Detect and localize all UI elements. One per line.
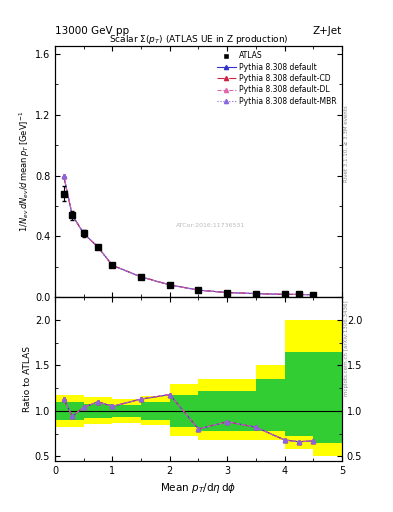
- Y-axis label: $1/N_{ev}\,dN_{ev}/d\,\mathrm{mean}\,p_T\,[\mathrm{GeV}]^{-1}$: $1/N_{ev}\,dN_{ev}/d\,\mathrm{mean}\,p_T…: [18, 111, 32, 232]
- Text: Rivet 3.1.10, ≥ 3.3M events: Rivet 3.1.10, ≥ 3.3M events: [344, 105, 349, 182]
- Text: Z+Jet: Z+Jet: [313, 26, 342, 36]
- Y-axis label: Ratio to ATLAS: Ratio to ATLAS: [23, 346, 32, 412]
- Legend: ATLAS, Pythia 8.308 default, Pythia 8.308 default-CD, Pythia 8.308 default-DL, P: ATLAS, Pythia 8.308 default, Pythia 8.30…: [215, 50, 338, 107]
- X-axis label: Mean $p_T/\mathrm{d}\eta\,\mathrm{d}\phi$: Mean $p_T/\mathrm{d}\eta\,\mathrm{d}\phi…: [160, 481, 237, 495]
- Text: ATCor:2016:11736531: ATCor:2016:11736531: [176, 223, 245, 228]
- Title: Scalar $\Sigma(p_T)$ (ATLAS UE in Z production): Scalar $\Sigma(p_T)$ (ATLAS UE in Z prod…: [109, 33, 288, 46]
- Text: 13000 GeV pp: 13000 GeV pp: [55, 26, 129, 36]
- Text: mcplots.cern.ch [arXiv:1306.3436]: mcplots.cern.ch [arXiv:1306.3436]: [344, 301, 349, 396]
